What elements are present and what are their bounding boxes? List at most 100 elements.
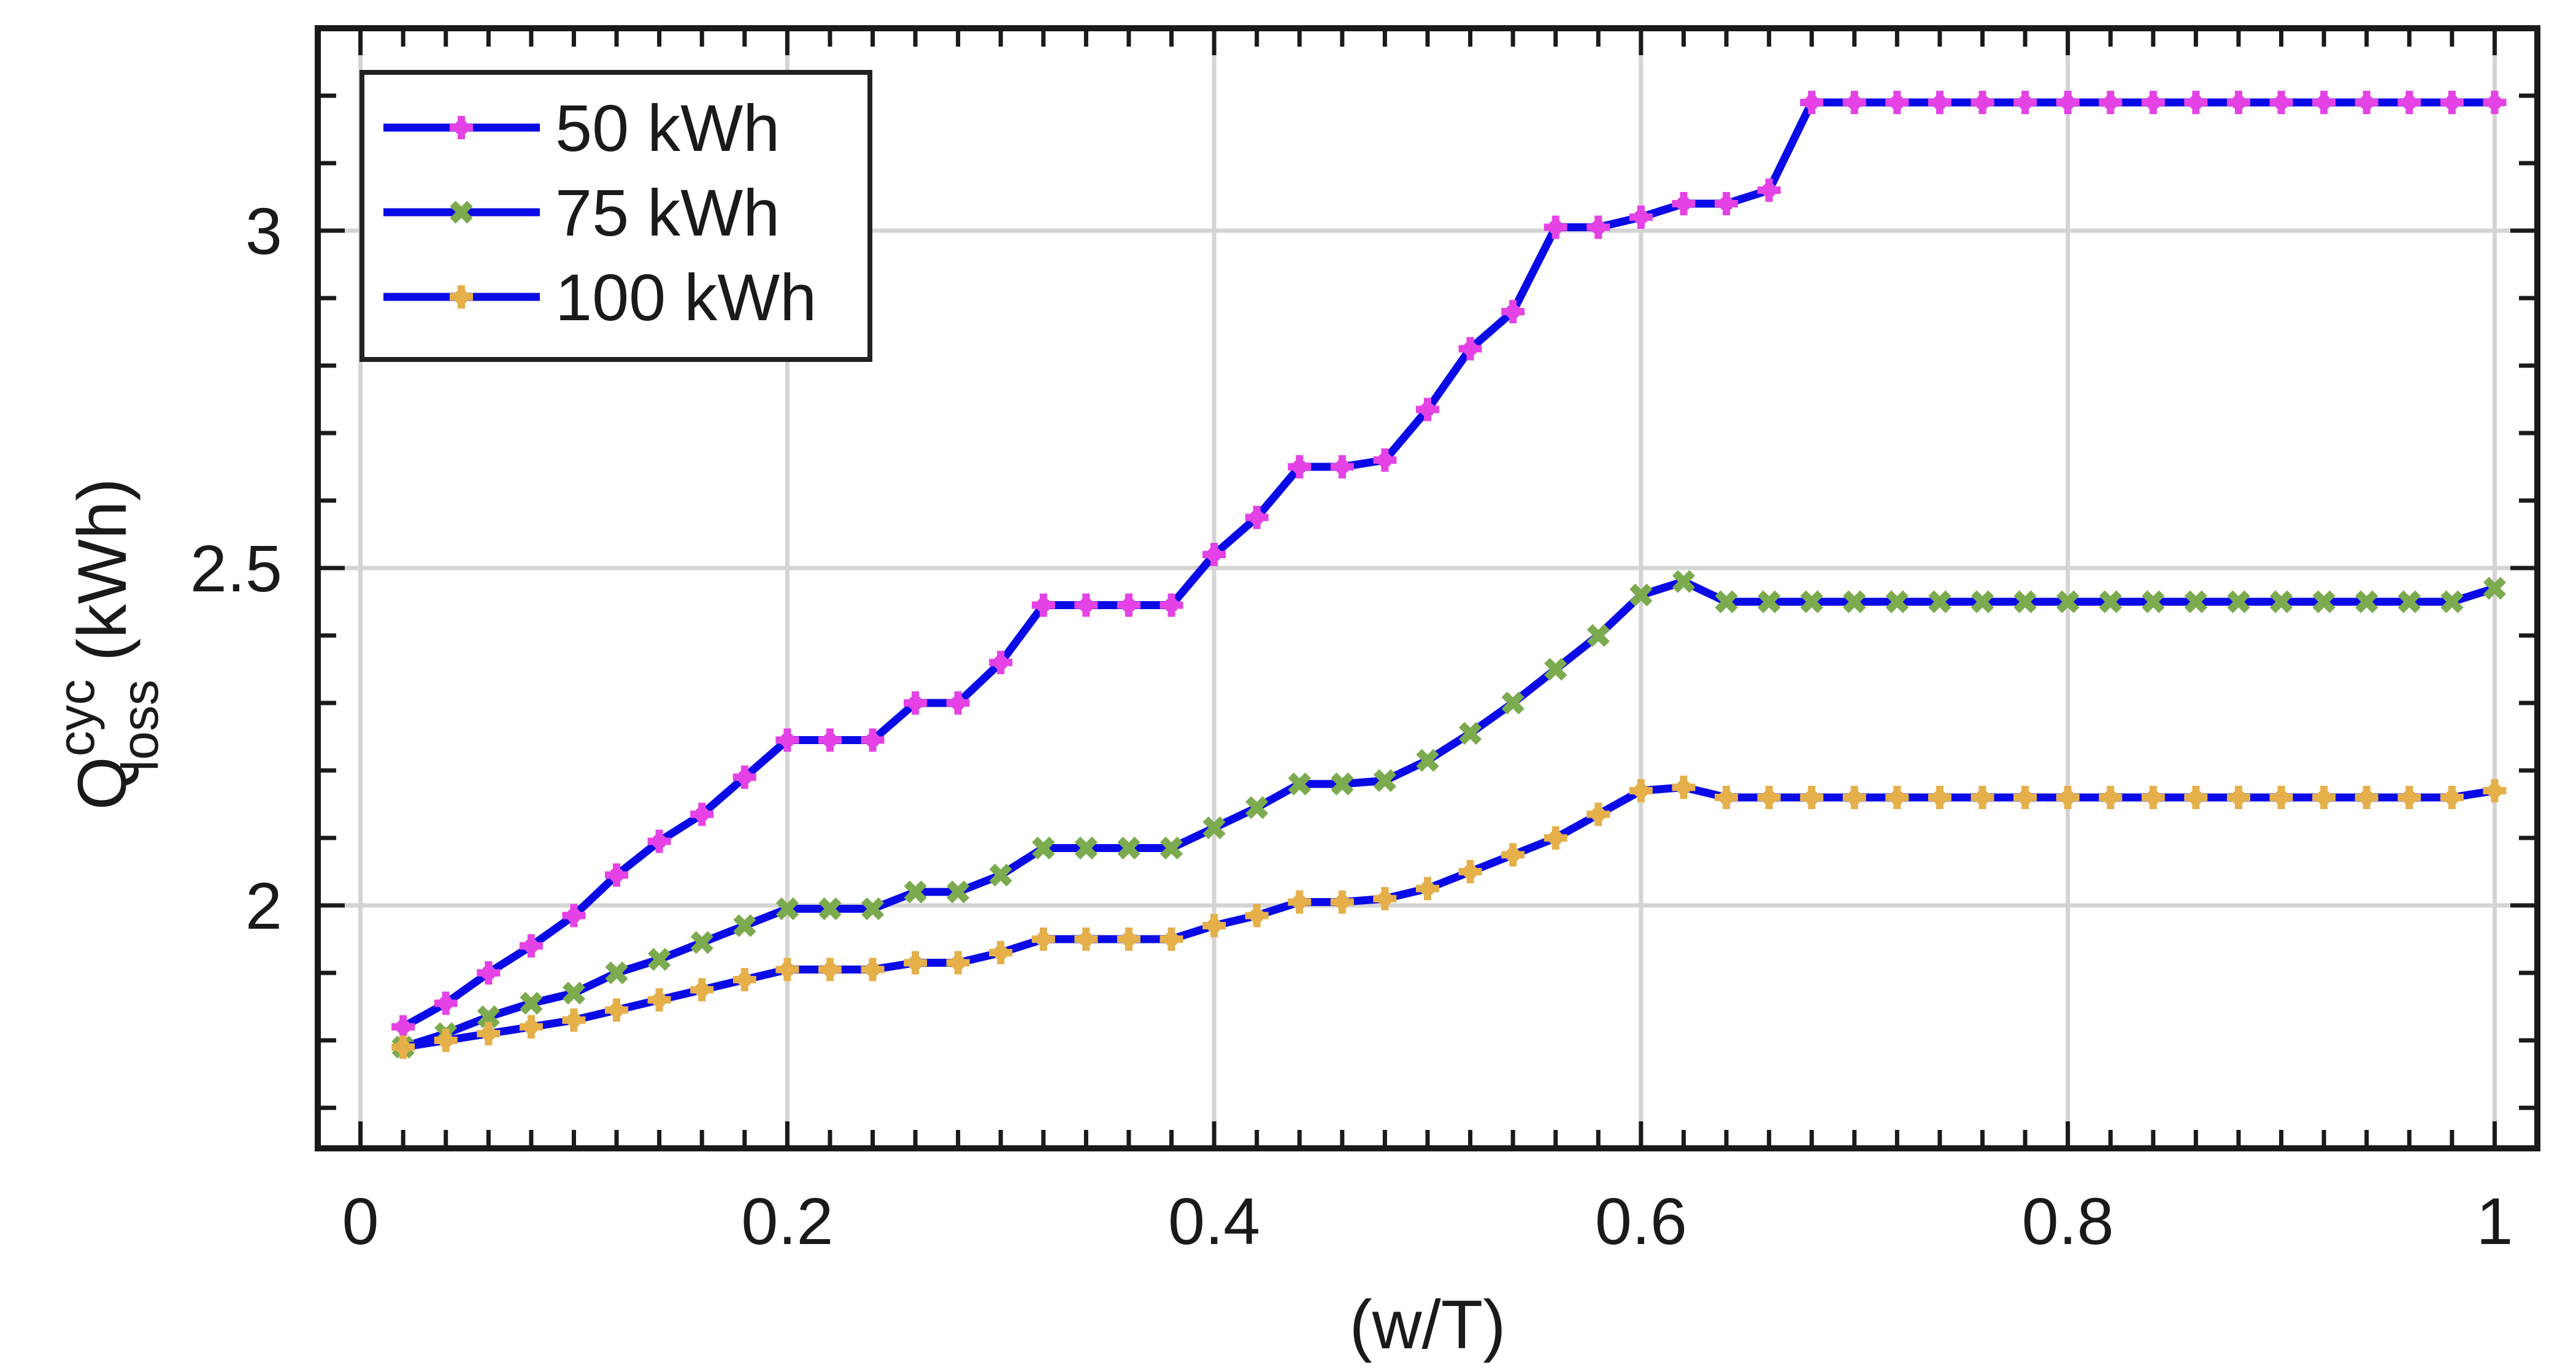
y-axis-label-unit: (kWh) xyxy=(64,478,140,661)
data-point-50-kwh xyxy=(690,802,714,826)
data-point-75-kwh xyxy=(1458,721,1482,745)
data-point-100-kwh xyxy=(2312,786,2336,809)
data-point-75-kwh xyxy=(1885,590,1909,613)
marker-stroke xyxy=(1331,772,1354,796)
legend-label: 50 kWh xyxy=(555,91,780,165)
data-point-100-kwh xyxy=(391,1035,415,1059)
data-point-100-kwh xyxy=(605,998,629,1022)
marker-stroke xyxy=(861,897,885,921)
data-point-75-kwh xyxy=(1501,691,1524,715)
data-point-75-kwh xyxy=(1159,836,1183,860)
data-point-100-kwh xyxy=(1288,890,1312,914)
x-tick-label: 0.6 xyxy=(1595,1184,1687,1258)
data-point-75-kwh xyxy=(562,981,586,1005)
marker-stroke xyxy=(1629,583,1653,607)
legend: 50 kWh 75 kWh 100 kWh xyxy=(359,70,872,362)
data-point-75-kwh xyxy=(1032,836,1055,860)
data-point-75-kwh xyxy=(1331,772,1354,796)
data-point-75-kwh xyxy=(1928,590,1951,613)
data-point-75-kwh xyxy=(733,914,756,937)
data-point-50-kwh xyxy=(477,961,501,985)
data-point-100-kwh xyxy=(904,951,928,975)
data-point-75-kwh xyxy=(1672,570,1696,593)
data-point-75-kwh xyxy=(1373,769,1397,793)
data-point-50-kwh xyxy=(2355,91,2378,114)
marker-stroke xyxy=(520,991,543,1015)
data-point-50-kwh xyxy=(1757,179,1781,202)
data-point-50-kwh xyxy=(434,991,458,1015)
data-point-100-kwh xyxy=(1245,904,1269,927)
marker-stroke xyxy=(1672,570,1696,593)
x-tick-label: 0 xyxy=(342,1184,379,1258)
data-point-100-kwh xyxy=(1031,927,1055,951)
data-point-100-kwh xyxy=(562,1008,586,1032)
y-tick-label: 3 xyxy=(245,194,282,268)
marker-stroke xyxy=(1715,590,1738,613)
legend-label: 75 kWh xyxy=(555,175,780,250)
legend-item-50-kwh: 50 kWh xyxy=(383,91,780,165)
data-point-100-kwh xyxy=(1672,775,1696,799)
marker-stroke xyxy=(2397,590,2421,613)
marker-stroke xyxy=(1544,658,1567,681)
data-point-50-kwh xyxy=(1245,505,1269,529)
data-point-50-kwh xyxy=(1885,91,1909,114)
data-point-50-kwh xyxy=(647,829,671,853)
marker-stroke xyxy=(1501,691,1524,715)
marker-stroke xyxy=(2056,590,2080,613)
data-point-100-kwh xyxy=(1117,927,1140,951)
marker-stroke xyxy=(947,880,970,904)
data-point-75-kwh xyxy=(1970,590,1994,613)
data-point-50-kwh xyxy=(1672,192,1696,215)
data-point-100-kwh xyxy=(2226,786,2250,809)
legend-marker xyxy=(450,116,473,139)
data-point-50-kwh xyxy=(1330,455,1354,478)
series-group xyxy=(391,91,2507,1059)
data-point-50-kwh xyxy=(2312,91,2336,114)
data-point-50-kwh xyxy=(732,766,756,789)
data-point-50-kwh xyxy=(1373,448,1397,472)
y-axis-label-subscript: loss xyxy=(111,680,169,771)
marker-stroke xyxy=(2312,590,2336,613)
data-point-75-kwh xyxy=(904,880,927,904)
data-point-75-kwh xyxy=(1202,816,1226,840)
data-point-50-kwh xyxy=(1416,397,1439,421)
data-point-75-kwh xyxy=(2312,590,2336,613)
y-axis-label-superscript: cyc xyxy=(47,679,105,756)
marker-stroke xyxy=(1843,590,1866,613)
data-point-75-kwh xyxy=(1586,624,1610,647)
data-point-50-kwh xyxy=(1928,91,1951,114)
data-point-100-kwh xyxy=(2141,786,2165,809)
data-point-100-kwh xyxy=(1416,877,1439,901)
data-point-75-kwh xyxy=(2483,577,2507,600)
data-point-50-kwh xyxy=(904,691,928,715)
marker-stroke xyxy=(562,981,586,1005)
data-point-100-kwh xyxy=(1629,779,1653,802)
data-point-100-kwh xyxy=(946,951,970,975)
marker-stroke xyxy=(1159,836,1183,860)
data-point-100-kwh xyxy=(1885,786,1909,809)
marker-stroke xyxy=(2227,590,2250,613)
data-point-75-kwh xyxy=(520,991,543,1015)
data-point-100-kwh xyxy=(1202,914,1226,937)
data-point-75-kwh xyxy=(2269,590,2293,613)
marker-stroke xyxy=(1373,769,1397,793)
x-tick-label: 0.8 xyxy=(2022,1184,2114,1258)
data-point-50-kwh xyxy=(1970,91,1994,114)
data-point-100-kwh xyxy=(1373,887,1397,910)
data-point-50-kwh xyxy=(1074,593,1098,617)
marker-stroke xyxy=(904,880,927,904)
marker-stroke xyxy=(605,961,628,985)
data-point-100-kwh xyxy=(1842,786,1866,809)
data-point-75-kwh xyxy=(690,931,713,954)
data-point-75-kwh xyxy=(2440,590,2464,613)
marker-stroke xyxy=(1074,836,1098,860)
legend-marker xyxy=(450,285,473,309)
data-point-100-kwh xyxy=(2269,786,2293,809)
data-point-75-kwh xyxy=(1416,748,1439,772)
data-point-75-kwh xyxy=(605,961,628,985)
x-tick-label: 0.4 xyxy=(1168,1184,1260,1258)
marker-stroke xyxy=(2440,590,2464,613)
data-point-100-kwh xyxy=(1501,843,1525,867)
